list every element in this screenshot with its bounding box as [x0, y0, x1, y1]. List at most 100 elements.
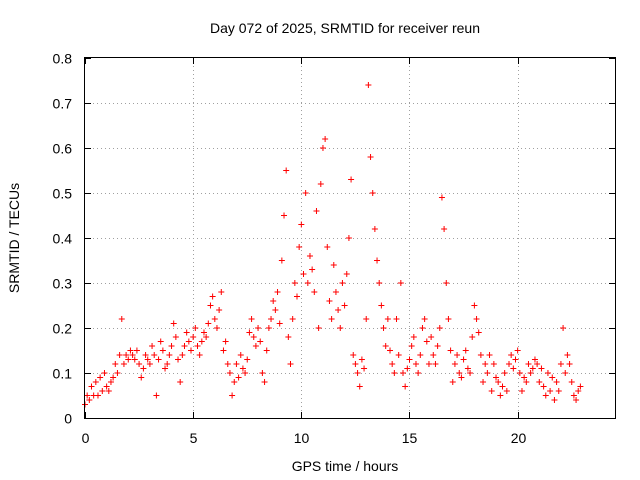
plot-frame: [84, 57, 616, 419]
data-point: [309, 266, 316, 273]
data-point: [454, 352, 461, 358]
data-point: [475, 329, 482, 336]
data-point: [233, 361, 240, 367]
data-point: [501, 370, 508, 376]
data-point: [205, 320, 212, 327]
data-point: [568, 379, 575, 385]
data-point: [462, 347, 469, 354]
y-tick-label: 0: [64, 411, 72, 427]
data-point: [190, 334, 197, 340]
data-point: [274, 289, 281, 295]
data-point: [573, 397, 580, 403]
data-point: [153, 392, 160, 399]
data-point: [248, 316, 255, 322]
x-tick-label: 5: [190, 430, 198, 446]
data-point: [140, 365, 147, 372]
y-tick-label: 0.7: [53, 96, 73, 112]
data-point: [257, 338, 264, 345]
data-point: [473, 316, 480, 322]
data-point: [237, 352, 244, 358]
data-point: [419, 325, 426, 331]
data-point: [490, 361, 497, 367]
data-point: [410, 334, 417, 340]
data-point: [547, 388, 554, 394]
data-point: [434, 343, 441, 349]
data-point: [536, 379, 543, 385]
data-point: [577, 383, 584, 390]
data-point: [518, 388, 525, 394]
data-point: [404, 365, 411, 372]
data-point: [101, 370, 108, 376]
data-point: [203, 334, 210, 340]
data-point: [112, 361, 119, 367]
x-tick-label: 10: [294, 430, 310, 446]
data-point: [549, 374, 556, 381]
data-point: [356, 383, 363, 390]
data-point: [451, 361, 458, 367]
data-point: [317, 181, 324, 187]
data-point: [389, 361, 396, 367]
data-point: [436, 325, 443, 331]
data-point: [387, 347, 394, 354]
data-point: [151, 352, 158, 358]
y-tick-label: 0.6: [53, 141, 73, 157]
data-point: [400, 370, 406, 376]
data-point: [540, 383, 547, 390]
data-point: [192, 325, 199, 331]
data-point: [263, 347, 270, 354]
data-point: [506, 361, 512, 367]
data-point: [343, 271, 350, 277]
data-point: [425, 361, 432, 367]
data-point: [229, 392, 236, 399]
data-point: [516, 370, 523, 376]
data-point: [330, 262, 337, 268]
data-point: [129, 352, 136, 358]
data-point: [319, 145, 326, 151]
data-point: [166, 352, 173, 358]
data-point: [252, 343, 259, 349]
data-point: [529, 365, 536, 372]
data-point: [278, 257, 285, 264]
data-point: [296, 244, 303, 250]
data-point: [155, 356, 162, 363]
data-point: [107, 379, 114, 385]
data-point: [224, 361, 231, 367]
data-point: [218, 289, 225, 295]
data-point: [255, 325, 262, 331]
data-point: [335, 307, 342, 313]
data-point: [289, 316, 296, 322]
data-point: [200, 329, 207, 336]
data-point: [97, 374, 104, 381]
data-point: [168, 343, 175, 349]
data-point: [120, 361, 127, 367]
data-point: [291, 280, 298, 286]
data-point: [94, 392, 101, 399]
data-point: [313, 208, 320, 214]
data-point: [306, 253, 313, 259]
data-point: [159, 347, 166, 354]
data-point: [281, 212, 288, 219]
x-tick-label: 15: [402, 430, 418, 446]
data-point: [110, 374, 117, 381]
data-point: [272, 307, 279, 313]
data-point: [175, 356, 182, 363]
data-point: [361, 365, 368, 372]
x-tick-label: 20: [511, 430, 527, 446]
data-point: [231, 379, 238, 385]
data-point: [226, 370, 233, 376]
data-point: [324, 244, 331, 250]
data-point: [211, 316, 218, 322]
data-point: [415, 370, 422, 376]
data-point: [469, 334, 476, 340]
data-point: [408, 343, 415, 349]
data-point: [374, 257, 381, 264]
data-point: [118, 316, 125, 322]
data-point: [222, 338, 229, 345]
data-point: [235, 374, 242, 381]
data-point: [499, 383, 506, 390]
data-point: [354, 370, 361, 376]
data-point: [311, 289, 318, 295]
data-point: [146, 361, 153, 367]
y-tick-label: 0.3: [53, 276, 73, 292]
data-point: [328, 316, 335, 322]
